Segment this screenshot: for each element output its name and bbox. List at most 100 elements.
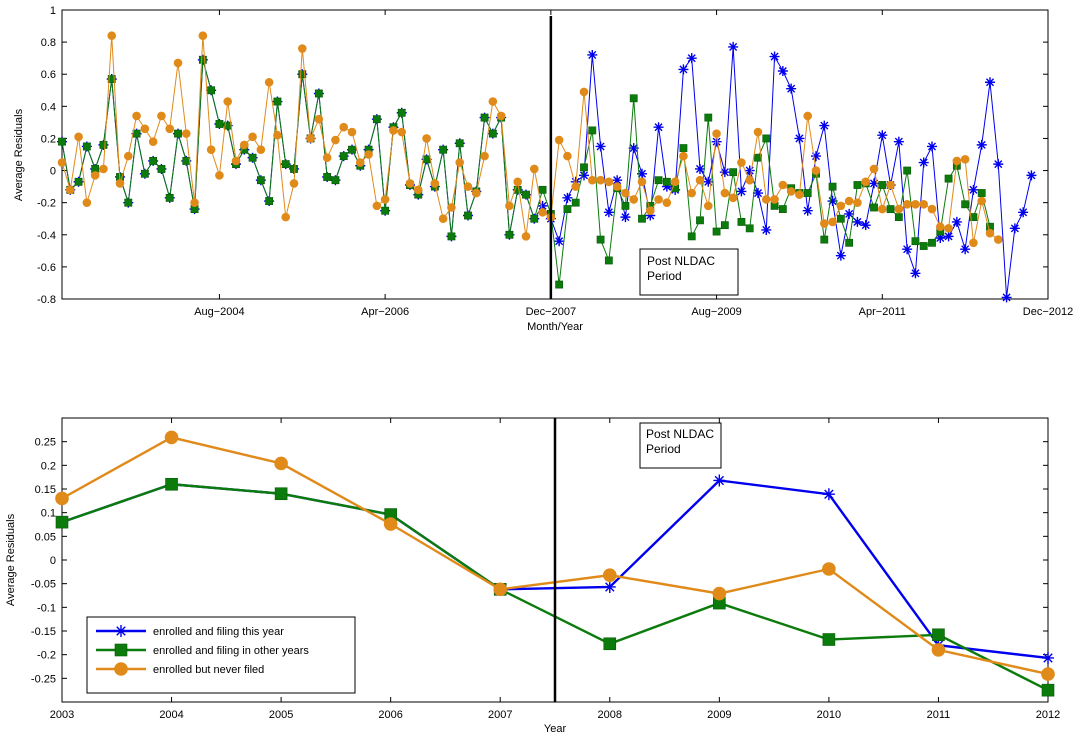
bottom-data-point <box>165 477 178 491</box>
bottom-x-axis-label: Year <box>544 723 567 735</box>
top-data-point <box>977 189 986 197</box>
top-data-point <box>778 180 788 190</box>
bottom-y-tick-label: -0.25 <box>31 673 56 685</box>
bottom-data-point <box>1042 651 1054 664</box>
top-data-point <box>165 193 174 202</box>
top-data-point <box>579 87 589 97</box>
top-data-point <box>696 216 704 225</box>
top-data-point <box>935 232 946 243</box>
top-data-point <box>753 188 763 199</box>
bottom-x-tick-label: 2007 <box>488 709 512 721</box>
top-data-point <box>281 212 291 222</box>
top-data-point <box>256 176 265 185</box>
top-data-point <box>985 77 995 88</box>
legend-swatch-marker <box>114 662 128 676</box>
top-data-point <box>595 141 606 152</box>
top-data-point <box>298 70 307 79</box>
top-data-point <box>554 135 564 145</box>
top-data-point <box>704 113 713 122</box>
top-data-point <box>753 127 763 137</box>
top-data-point <box>587 49 598 60</box>
top-data-point <box>447 203 456 212</box>
top-data-point <box>331 176 340 185</box>
top-data-point <box>645 210 656 221</box>
top-chart: -0.8 -0.6 -0.4 -0.2 0 0.2 0.4 0.6 0.8 1 Aug−2004 Ap… <box>13 5 1073 333</box>
top-data-point <box>347 127 357 137</box>
top-y-tick-label: 0 <box>50 166 56 178</box>
top-y-tick-label: 0.6 <box>41 69 56 81</box>
top-data-point <box>968 184 979 195</box>
top-data-point <box>488 97 498 106</box>
bottom-x-tick-label: 2006 <box>378 709 402 721</box>
top-data-point <box>99 164 108 174</box>
top-data-point <box>795 190 804 199</box>
top-data-point <box>198 31 208 40</box>
top-data-point <box>522 190 530 199</box>
top-data-point <box>687 232 696 241</box>
top-data-point <box>628 143 639 154</box>
top-data-point <box>877 130 888 141</box>
top-data-point <box>413 185 423 195</box>
top-data-point <box>654 195 663 204</box>
top-data-point <box>894 213 903 222</box>
top-data-point <box>521 232 531 241</box>
top-data-point <box>1018 207 1029 218</box>
top-data-point <box>969 238 978 248</box>
top-data-point <box>952 156 962 166</box>
legend-items <box>96 625 146 676</box>
bottom-x-tick-label: 2012 <box>1036 709 1060 721</box>
top-data-point <box>902 244 913 255</box>
top-annotation-line-1: Post NLDAC <box>647 254 715 268</box>
top-data-point <box>844 208 855 219</box>
top-data-point <box>1001 292 1012 303</box>
top-data-point <box>712 227 721 236</box>
top-data-point <box>811 166 821 175</box>
top-data-point <box>860 220 871 231</box>
top-data-point <box>348 145 356 154</box>
bottom-y-axis-label: Average Residuals <box>5 513 17 606</box>
top-data-point <box>397 127 407 137</box>
top-data-point <box>82 142 91 151</box>
top-annotation-line-2: Period <box>647 269 682 283</box>
bottom-y-tick-label: -0.05 <box>31 579 56 591</box>
top-data-point <box>455 139 464 148</box>
top-data-point <box>132 111 141 121</box>
top-data-point <box>976 139 987 150</box>
bottom-annotation-line-1: Post NLDAC <box>646 427 714 441</box>
top-data-point <box>927 141 937 152</box>
top-data-point <box>537 200 548 211</box>
top-data-point <box>173 58 183 68</box>
top-data-point <box>786 187 796 196</box>
top-data-point <box>207 86 216 95</box>
top-data-point <box>529 164 539 174</box>
top-data-point <box>737 218 746 226</box>
top-data-point <box>836 214 845 223</box>
top-data-point <box>505 230 514 239</box>
top-data-point <box>290 165 298 173</box>
bottom-data-point <box>493 582 508 597</box>
top-data-point <box>397 108 406 117</box>
bottom-y-tick-label: 0.25 <box>35 437 56 449</box>
top-data-point <box>604 256 613 265</box>
top-data-point <box>389 126 398 135</box>
top-data-point <box>861 177 871 187</box>
top-data-point <box>819 120 830 131</box>
top-data-point <box>911 199 920 209</box>
top-data-point <box>148 137 158 146</box>
top-y-tick-label: -0.4 <box>37 230 56 242</box>
top-series-2 <box>57 31 1003 248</box>
bottom-data-point <box>822 562 836 576</box>
top-data-point <box>629 195 639 204</box>
top-x-tick-label: Dec−2012 <box>1023 306 1073 318</box>
top-data-point <box>273 130 282 140</box>
top-data-point <box>265 197 274 205</box>
top-y-tick-label: 0.2 <box>41 133 56 145</box>
top-data-point <box>455 158 465 167</box>
top-data-point <box>596 175 605 185</box>
top-data-point <box>621 201 630 210</box>
bottom-data-point <box>383 517 398 531</box>
top-data-point <box>728 41 739 52</box>
top-data-point <box>554 236 565 247</box>
top-data-point <box>803 189 812 197</box>
bottom-data-point <box>713 474 726 487</box>
